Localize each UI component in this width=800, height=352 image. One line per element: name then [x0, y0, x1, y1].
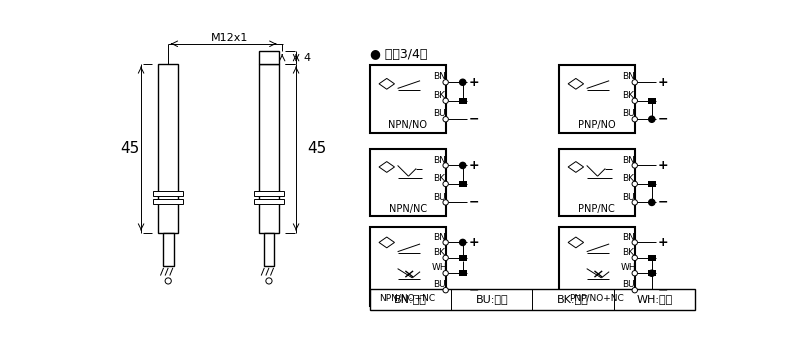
- Circle shape: [632, 181, 638, 187]
- Text: +: +: [469, 76, 479, 89]
- Text: PNP/NO+NC: PNP/NO+NC: [570, 293, 624, 302]
- Text: BU: BU: [433, 193, 446, 201]
- Circle shape: [459, 79, 466, 85]
- Text: BK: BK: [434, 174, 446, 183]
- Text: −: −: [469, 113, 479, 126]
- Circle shape: [632, 163, 638, 168]
- Text: BK:黑色: BK:黑色: [558, 294, 589, 304]
- Bar: [254, 191, 284, 196]
- Text: BU:兰色: BU:兰色: [475, 294, 508, 304]
- Text: +: +: [469, 159, 479, 172]
- Text: NPN/NO: NPN/NO: [388, 120, 427, 130]
- Text: BN: BN: [433, 233, 446, 241]
- Text: 45: 45: [307, 141, 326, 156]
- Bar: [648, 255, 656, 261]
- Circle shape: [443, 200, 448, 205]
- Text: PNP/NO: PNP/NO: [578, 120, 615, 130]
- Text: +: +: [658, 159, 669, 172]
- Circle shape: [649, 199, 655, 206]
- Bar: [459, 181, 466, 187]
- Circle shape: [632, 98, 638, 103]
- Bar: [370, 227, 446, 306]
- Bar: [459, 255, 466, 261]
- Circle shape: [649, 270, 655, 276]
- Text: 45: 45: [121, 141, 140, 156]
- Text: BN: BN: [433, 73, 446, 81]
- Circle shape: [632, 271, 638, 276]
- Circle shape: [165, 278, 171, 284]
- Circle shape: [443, 271, 448, 276]
- Text: +: +: [658, 236, 669, 249]
- Bar: [648, 270, 656, 276]
- Text: +: +: [469, 236, 479, 249]
- Text: −: −: [658, 196, 669, 209]
- Text: BN: BN: [433, 156, 446, 164]
- Text: BK: BK: [622, 91, 634, 100]
- Circle shape: [632, 117, 638, 122]
- Circle shape: [632, 240, 638, 245]
- Text: BK: BK: [434, 91, 446, 100]
- Circle shape: [632, 288, 638, 293]
- Text: NPN/NC: NPN/NC: [389, 203, 426, 214]
- Text: ● 直涁3/4线: ● 直涁3/4线: [370, 48, 427, 61]
- Text: WH:白色: WH:白色: [636, 294, 673, 304]
- Circle shape: [443, 255, 448, 260]
- Text: NPN/NO+NC: NPN/NO+NC: [380, 293, 436, 302]
- Bar: [154, 199, 183, 204]
- Bar: [154, 191, 183, 196]
- Text: −: −: [469, 196, 479, 209]
- Bar: [254, 199, 284, 204]
- Text: BK: BK: [622, 174, 634, 183]
- Text: BN: BN: [622, 233, 635, 241]
- Circle shape: [632, 255, 638, 260]
- Circle shape: [632, 80, 638, 85]
- Circle shape: [649, 116, 655, 122]
- Circle shape: [459, 239, 466, 246]
- Bar: [558, 149, 634, 216]
- Text: BU: BU: [622, 193, 635, 201]
- Text: BU: BU: [622, 109, 635, 118]
- Text: BU: BU: [622, 280, 635, 289]
- Text: PNP/NC: PNP/NC: [578, 203, 615, 214]
- Circle shape: [443, 98, 448, 103]
- Circle shape: [459, 162, 466, 169]
- Bar: [259, 51, 279, 64]
- Text: BN:棕色: BN:棕色: [394, 294, 427, 304]
- Text: BK: BK: [434, 248, 446, 257]
- Circle shape: [443, 163, 448, 168]
- Bar: [459, 270, 466, 276]
- Text: BN: BN: [622, 156, 635, 164]
- Text: −: −: [658, 284, 669, 297]
- Text: −: −: [658, 113, 669, 126]
- Text: WH: WH: [621, 263, 636, 272]
- Text: +: +: [658, 76, 669, 89]
- Bar: [370, 289, 695, 310]
- Circle shape: [443, 288, 448, 293]
- Circle shape: [632, 200, 638, 205]
- Circle shape: [443, 80, 448, 85]
- Bar: [558, 227, 634, 306]
- Text: BK: BK: [622, 248, 634, 257]
- Circle shape: [443, 181, 448, 187]
- Bar: [370, 149, 446, 216]
- Text: BN: BN: [622, 73, 635, 81]
- Text: BU: BU: [433, 109, 446, 118]
- Circle shape: [266, 278, 272, 284]
- Text: M12x1: M12x1: [210, 33, 248, 43]
- Bar: [162, 233, 174, 265]
- Circle shape: [443, 117, 448, 122]
- Text: −: −: [469, 284, 479, 297]
- Text: WH: WH: [432, 263, 447, 272]
- Bar: [370, 65, 446, 133]
- Bar: [259, 64, 279, 233]
- Bar: [648, 98, 656, 104]
- Text: BU: BU: [433, 280, 446, 289]
- Bar: [459, 98, 466, 104]
- Bar: [558, 65, 634, 133]
- Bar: [648, 181, 656, 187]
- Circle shape: [443, 240, 448, 245]
- Text: 4: 4: [304, 53, 311, 63]
- Bar: [158, 64, 178, 233]
- Bar: [263, 233, 274, 265]
